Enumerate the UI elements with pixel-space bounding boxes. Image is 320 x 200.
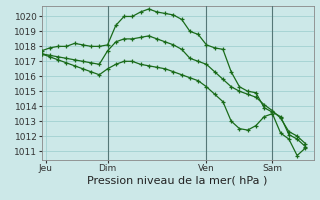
X-axis label: Pression niveau de la mer( hPa ): Pression niveau de la mer( hPa ) [87, 176, 268, 186]
